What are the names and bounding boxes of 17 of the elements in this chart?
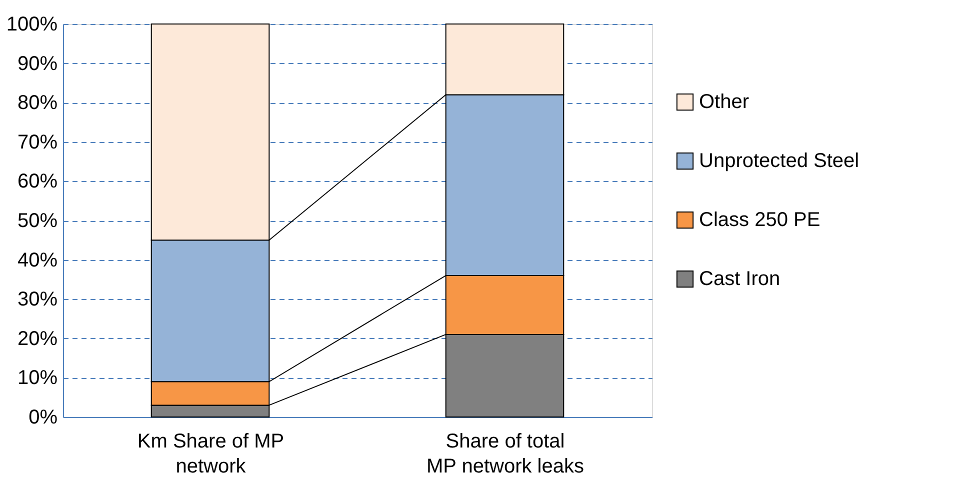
y-tick-label: 10% <box>17 367 58 390</box>
y-tick-label: 0% <box>28 406 58 428</box>
legend-label: Other <box>699 91 750 113</box>
y-tick-label: 90% <box>17 52 58 75</box>
y-tick-label: 50% <box>17 210 58 232</box>
legend-label: Cast Iron <box>699 268 780 290</box>
x-tick-label: Km Share of MP network <box>137 430 284 478</box>
y-tick-label: 60% <box>17 170 58 193</box>
legend-label: Class 250 PE <box>699 209 820 231</box>
y-tick-label: 30% <box>17 288 58 311</box>
y-tick-label: 100% <box>6 14 58 36</box>
y-tick-label: 20% <box>17 328 58 350</box>
y-tick-label: 70% <box>17 131 58 154</box>
x-tick-label: Share of total MP network leaks <box>426 430 584 478</box>
y-tick-label: 80% <box>17 92 58 114</box>
legend-label: Unprotected Steel <box>699 150 860 172</box>
y-tick-label: 40% <box>17 249 58 272</box>
